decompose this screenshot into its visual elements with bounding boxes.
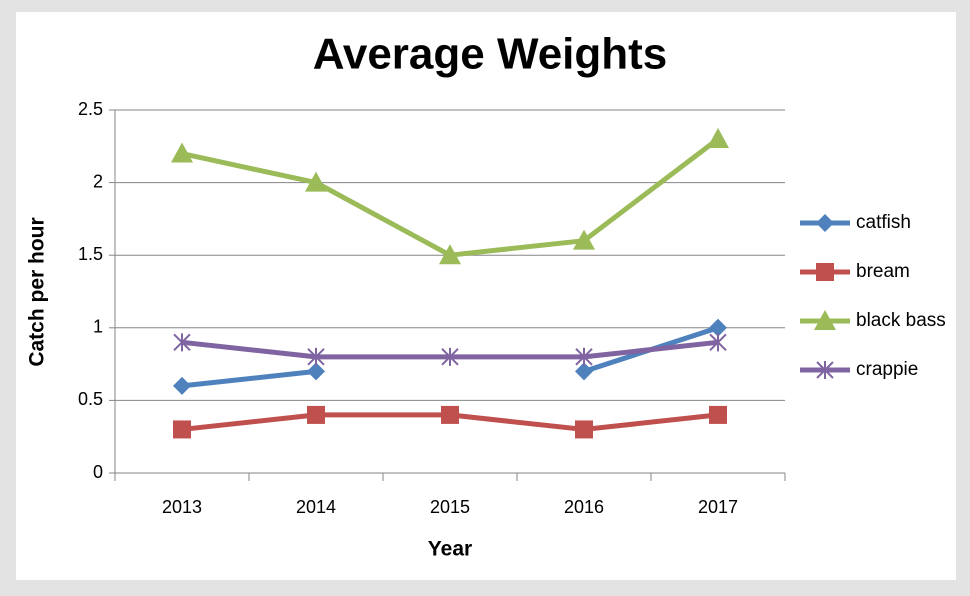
marker — [307, 347, 325, 366]
y-tick-label: 0.5 — [78, 389, 103, 409]
x-tick-label: 2015 — [430, 497, 470, 517]
marker — [814, 310, 836, 330]
marker — [439, 244, 461, 265]
series-line — [181, 368, 317, 389]
marker — [709, 333, 727, 352]
x-tick-label: 2017 — [698, 497, 738, 517]
legend-label: black bass — [856, 310, 946, 331]
y-tick-label: 2 — [93, 171, 103, 191]
marker — [173, 333, 191, 352]
marker — [707, 128, 729, 149]
marker — [816, 361, 834, 379]
y-tick-label: 1 — [93, 317, 103, 337]
marker — [307, 362, 325, 381]
legend-label: bream — [856, 261, 910, 282]
x-tick-label: 2016 — [564, 497, 604, 517]
chart-area — [16, 12, 956, 580]
marker — [305, 171, 327, 192]
legend-label: catfish — [856, 212, 911, 233]
y-axis-label: Catch per hour — [26, 217, 49, 366]
legend-label: crappie — [856, 359, 918, 380]
marker — [816, 214, 834, 232]
marker — [709, 318, 727, 337]
x-axis-label: Year — [428, 538, 472, 561]
x-tick-label: 2014 — [296, 497, 336, 517]
chart-title: Average Weights — [313, 30, 668, 79]
y-tick-label: 2.5 — [78, 99, 103, 119]
marker — [307, 405, 325, 424]
marker — [816, 263, 834, 281]
marker — [441, 347, 459, 366]
y-tick-label: 1.5 — [78, 244, 103, 264]
marker — [575, 362, 593, 381]
marker — [573, 229, 595, 250]
marker — [575, 420, 593, 439]
marker — [171, 142, 193, 163]
marker — [441, 405, 459, 424]
marker — [575, 347, 593, 366]
marker — [173, 420, 191, 439]
marker — [709, 405, 727, 424]
marker — [173, 376, 191, 395]
x-tick-label: 2013 — [162, 497, 202, 517]
y-tick-label: 0 — [93, 462, 103, 482]
